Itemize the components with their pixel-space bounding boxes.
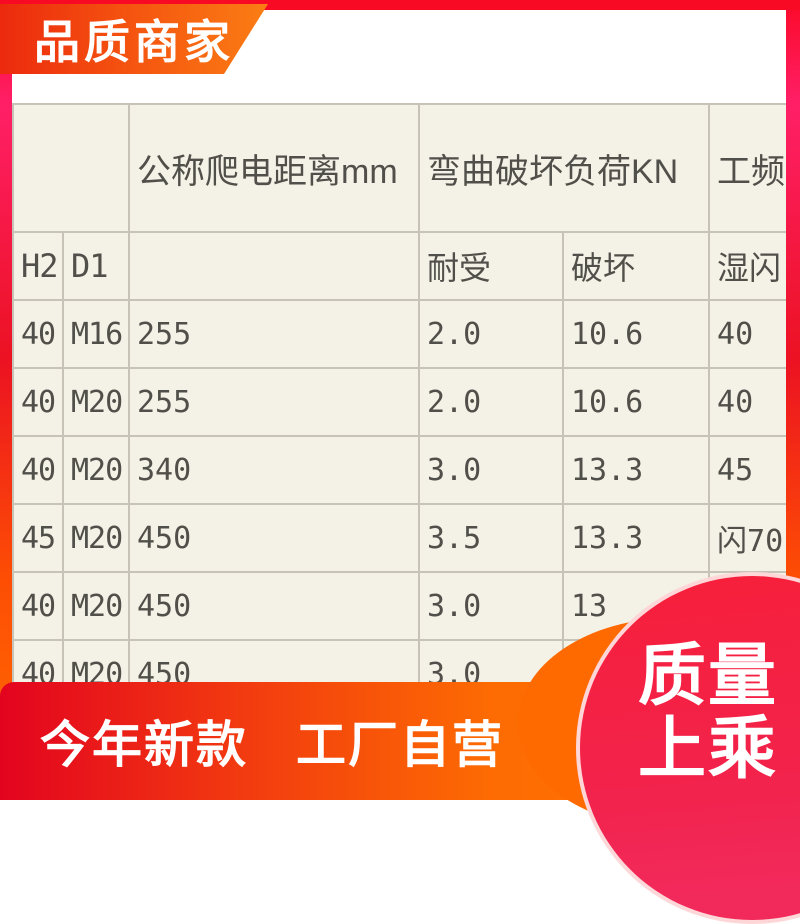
cell-d1: M20: [62, 639, 130, 682]
header-d1: D1: [62, 231, 130, 301]
cell-creepage: 450: [128, 571, 420, 641]
cell-withstand: 3.0: [418, 435, 564, 505]
cell-failure: 13.3: [561, 503, 711, 573]
cell-h2: 40: [12, 435, 64, 505]
quality-merchant-label: 品质商家: [34, 16, 234, 68]
cell-h2: 40: [12, 571, 64, 641]
quality-merchant-ribbon: 品质商家: [0, 4, 268, 74]
cell-withstand: 2.0: [418, 299, 564, 369]
table-row: 40 M16 255 2.0 10.6 40: [12, 299, 786, 369]
cell-creepage: 340: [128, 435, 420, 505]
cell-creepage: 255: [128, 367, 420, 437]
cell-creepage: 255: [128, 299, 420, 369]
cell-d1: M20: [62, 367, 130, 437]
cell-h2: 40: [12, 639, 64, 682]
header-power-frequency: 工频: [708, 103, 786, 233]
table-row: 40 M20 340 3.0 13.3 45: [12, 435, 786, 505]
cell-wet-flashover: 40: [708, 299, 786, 369]
cell-creepage: 450: [128, 639, 420, 682]
cell-creepage: 450: [128, 503, 420, 573]
cell-h2: 40: [12, 367, 64, 437]
header-wet-flashover: 湿闪: [708, 231, 786, 301]
cell-failure: 13.3: [561, 435, 711, 505]
header-withstand: 耐受: [418, 231, 564, 301]
cell-h2: 40: [12, 299, 64, 369]
table-row: 45 M20 450 3.5 13.3 闪70: [12, 503, 786, 573]
cell-withstand: 2.0: [418, 367, 564, 437]
quality-badge-line1: 质量: [637, 638, 778, 714]
spec-table: 公称爬电距离mm 弯曲破坏负荷KN 工频 H2 D1 耐受 破坏 湿闪 40 M…: [12, 103, 786, 682]
spec-table-container: 公称爬电距离mm 弯曲破坏负荷KN 工频 H2 D1 耐受 破坏 湿闪 40 M…: [12, 103, 786, 682]
cell-d1: M20: [62, 571, 130, 641]
cell-wet-flashover: 40: [708, 367, 786, 437]
cell-failure: 10.6: [561, 299, 711, 369]
header-creepage: 公称爬电距离mm: [128, 103, 420, 233]
cell-wet-flashover: 45: [708, 435, 786, 505]
cell-d1: M20: [62, 435, 130, 505]
cell-withstand: 3.5: [418, 503, 564, 573]
cell-h2: 45: [12, 503, 64, 573]
bottom-banner-text: 今年新款 工厂自营: [0, 705, 504, 777]
cell-wet-flashover: 闪70: [708, 503, 786, 573]
new-style-label: 今年新款: [40, 717, 248, 773]
table-header-row-fields: H2 D1 耐受 破坏 湿闪: [12, 231, 786, 301]
quality-badge-line2: 上乘: [637, 711, 778, 787]
table-row: 40 M20 255 2.0 10.6 40: [12, 367, 786, 437]
header-empty-cell: [12, 103, 130, 233]
factory-direct-label: 工厂自营: [296, 717, 504, 773]
top-frame-bar: [0, 0, 800, 10]
table-header-row-groups: 公称爬电距离mm 弯曲破坏负荷KN 工频: [12, 103, 786, 233]
header-bending-load: 弯曲破坏负荷KN: [417, 103, 711, 233]
cell-d1: M20: [62, 503, 130, 573]
header-failure: 破坏: [561, 231, 711, 301]
cell-withstand: 3.0: [418, 571, 564, 641]
left-frame-strip: [0, 0, 12, 800]
header-empty-cell-2: [128, 231, 420, 301]
cell-failure: 10.6: [561, 367, 711, 437]
quality-badge-text: 质量 上乘: [598, 640, 800, 786]
cell-d1: M16: [62, 299, 130, 369]
header-h2: H2: [12, 231, 64, 301]
